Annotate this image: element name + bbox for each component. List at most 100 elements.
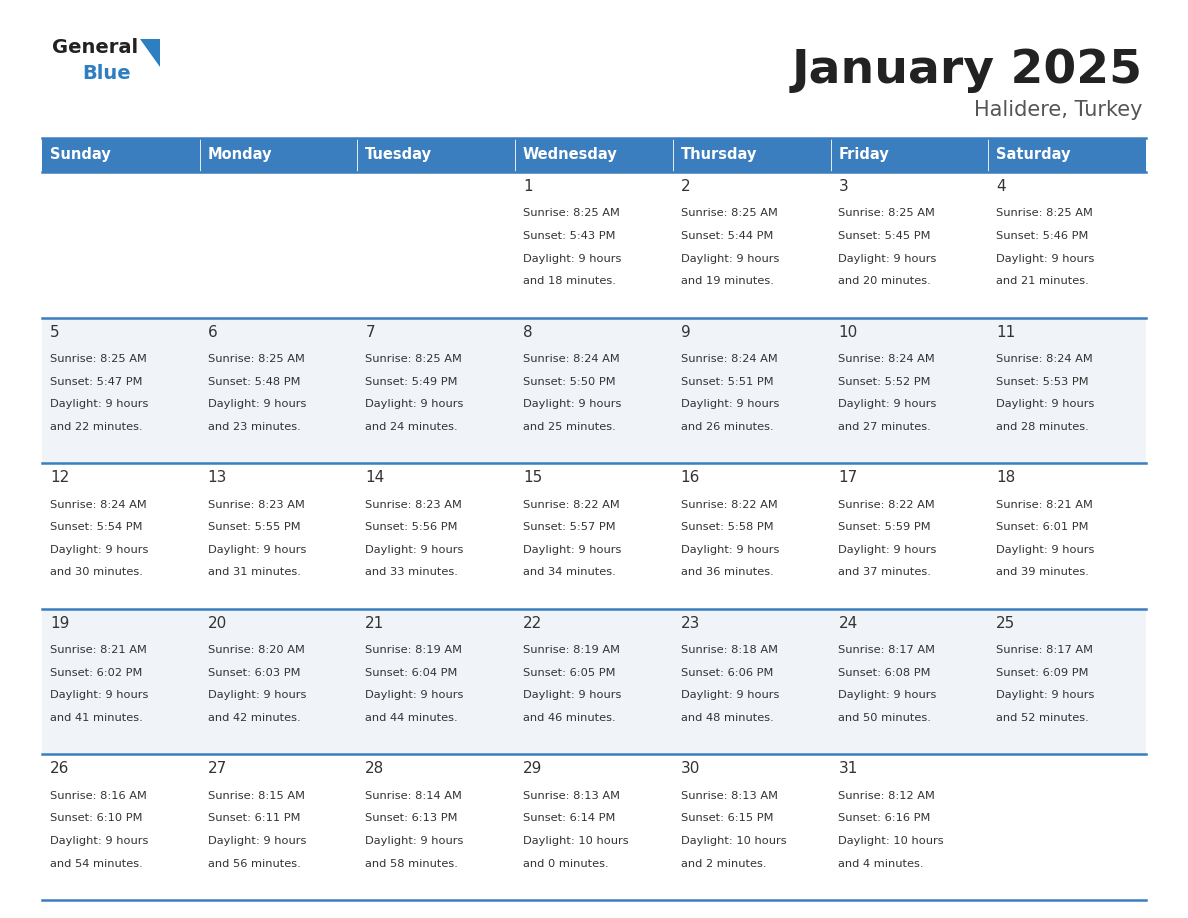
Text: Sunrise: 8:21 AM: Sunrise: 8:21 AM	[50, 645, 147, 655]
Bar	[988, 755, 1146, 900]
Text: Daylight: 9 hours: Daylight: 9 hours	[523, 399, 621, 409]
Text: Daylight: 9 hours: Daylight: 9 hours	[839, 544, 937, 554]
Text: 5: 5	[50, 325, 59, 340]
Text: Daylight: 9 hours: Daylight: 9 hours	[523, 253, 621, 263]
Text: Sunrise: 8:25 AM: Sunrise: 8:25 AM	[681, 208, 778, 218]
Bar	[200, 172, 358, 318]
Text: Sunset: 6:08 PM: Sunset: 6:08 PM	[839, 667, 931, 677]
Text: 28: 28	[366, 761, 385, 777]
Bar	[516, 318, 672, 464]
Text: Daylight: 10 hours: Daylight: 10 hours	[681, 836, 786, 845]
Text: Daylight: 9 hours: Daylight: 9 hours	[523, 544, 621, 554]
Text: Sunrise: 8:21 AM: Sunrise: 8:21 AM	[997, 499, 1093, 509]
Text: and 48 minutes.: and 48 minutes.	[681, 713, 773, 722]
Text: and 25 minutes.: and 25 minutes.	[523, 421, 615, 431]
Bar	[200, 138, 358, 172]
Bar	[516, 464, 672, 609]
Text: and 42 minutes.: and 42 minutes.	[208, 713, 301, 722]
Text: 6: 6	[208, 325, 217, 340]
Text: Daylight: 9 hours: Daylight: 9 hours	[997, 253, 1094, 263]
Text: Daylight: 9 hours: Daylight: 9 hours	[366, 690, 463, 700]
Bar	[988, 609, 1146, 755]
Text: Saturday: Saturday	[997, 148, 1070, 162]
Text: Sunset: 5:57 PM: Sunset: 5:57 PM	[523, 522, 615, 532]
Text: 7: 7	[366, 325, 375, 340]
Text: Sunrise: 8:19 AM: Sunrise: 8:19 AM	[523, 645, 620, 655]
Bar	[830, 609, 988, 755]
Text: Sunset: 6:15 PM: Sunset: 6:15 PM	[681, 813, 773, 823]
Text: Sunset: 5:59 PM: Sunset: 5:59 PM	[839, 522, 931, 532]
Text: Sunset: 5:43 PM: Sunset: 5:43 PM	[523, 231, 615, 241]
Text: Daylight: 9 hours: Daylight: 9 hours	[208, 544, 307, 554]
Text: 11: 11	[997, 325, 1016, 340]
Text: and 4 minutes.: and 4 minutes.	[839, 858, 924, 868]
Text: Daylight: 10 hours: Daylight: 10 hours	[523, 836, 628, 845]
Text: and 41 minutes.: and 41 minutes.	[50, 713, 143, 722]
Text: 2: 2	[681, 179, 690, 194]
Text: Sunset: 5:45 PM: Sunset: 5:45 PM	[839, 231, 931, 241]
Text: and 58 minutes.: and 58 minutes.	[366, 858, 459, 868]
Text: Sunrise: 8:16 AM: Sunrise: 8:16 AM	[50, 790, 147, 800]
Text: January 2025: January 2025	[792, 48, 1143, 93]
Bar	[672, 609, 830, 755]
Text: Sunset: 5:52 PM: Sunset: 5:52 PM	[839, 376, 931, 386]
Text: and 50 minutes.: and 50 minutes.	[839, 713, 931, 722]
Text: Sunset: 6:02 PM: Sunset: 6:02 PM	[50, 667, 143, 677]
Text: and 28 minutes.: and 28 minutes.	[997, 421, 1089, 431]
Bar	[516, 172, 672, 318]
Bar	[358, 755, 516, 900]
Text: Sunrise: 8:25 AM: Sunrise: 8:25 AM	[523, 208, 620, 218]
Text: Sunrise: 8:24 AM: Sunrise: 8:24 AM	[50, 499, 146, 509]
Text: Daylight: 9 hours: Daylight: 9 hours	[997, 399, 1094, 409]
Text: Sunrise: 8:25 AM: Sunrise: 8:25 AM	[839, 208, 935, 218]
Text: Daylight: 9 hours: Daylight: 9 hours	[681, 399, 779, 409]
Text: Wednesday: Wednesday	[523, 148, 618, 162]
Text: and 27 minutes.: and 27 minutes.	[839, 421, 931, 431]
Text: and 2 minutes.: and 2 minutes.	[681, 858, 766, 868]
Text: Sunset: 6:13 PM: Sunset: 6:13 PM	[366, 813, 457, 823]
Text: and 52 minutes.: and 52 minutes.	[997, 713, 1089, 722]
Text: 13: 13	[208, 470, 227, 486]
Bar	[200, 609, 358, 755]
Text: Sunrise: 8:17 AM: Sunrise: 8:17 AM	[997, 645, 1093, 655]
Bar	[200, 755, 358, 900]
Text: Tuesday: Tuesday	[366, 148, 432, 162]
Text: Daylight: 9 hours: Daylight: 9 hours	[50, 544, 148, 554]
Text: Daylight: 9 hours: Daylight: 9 hours	[997, 544, 1094, 554]
Bar	[358, 138, 516, 172]
Text: and 19 minutes.: and 19 minutes.	[681, 276, 773, 286]
Bar	[830, 318, 988, 464]
Text: Sunset: 6:01 PM: Sunset: 6:01 PM	[997, 522, 1088, 532]
Text: 24: 24	[839, 616, 858, 631]
Text: Daylight: 9 hours: Daylight: 9 hours	[839, 253, 937, 263]
Text: Daylight: 9 hours: Daylight: 9 hours	[366, 836, 463, 845]
Bar	[200, 318, 358, 464]
Text: Sunrise: 8:22 AM: Sunrise: 8:22 AM	[681, 499, 777, 509]
Text: 22: 22	[523, 616, 542, 631]
Text: Sunset: 6:16 PM: Sunset: 6:16 PM	[839, 813, 931, 823]
Text: Sunrise: 8:19 AM: Sunrise: 8:19 AM	[366, 645, 462, 655]
Text: and 24 minutes.: and 24 minutes.	[366, 421, 457, 431]
Text: Sunset: 5:46 PM: Sunset: 5:46 PM	[997, 231, 1088, 241]
Text: Daylight: 9 hours: Daylight: 9 hours	[997, 690, 1094, 700]
Text: Sunrise: 8:22 AM: Sunrise: 8:22 AM	[523, 499, 620, 509]
Bar	[988, 138, 1146, 172]
Bar	[358, 318, 516, 464]
Bar	[358, 172, 516, 318]
Text: and 26 minutes.: and 26 minutes.	[681, 421, 773, 431]
Bar	[42, 138, 200, 172]
Text: Sunset: 6:06 PM: Sunset: 6:06 PM	[681, 667, 773, 677]
Bar	[672, 464, 830, 609]
Text: Sunset: 5:53 PM: Sunset: 5:53 PM	[997, 376, 1088, 386]
Text: and 23 minutes.: and 23 minutes.	[208, 421, 301, 431]
Text: Daylight: 9 hours: Daylight: 9 hours	[839, 399, 937, 409]
Text: Sunset: 6:05 PM: Sunset: 6:05 PM	[523, 667, 615, 677]
Text: and 22 minutes.: and 22 minutes.	[50, 421, 143, 431]
Text: and 54 minutes.: and 54 minutes.	[50, 858, 143, 868]
Text: Sunrise: 8:24 AM: Sunrise: 8:24 AM	[681, 354, 777, 364]
Text: Sunset: 5:49 PM: Sunset: 5:49 PM	[366, 376, 457, 386]
Bar	[42, 172, 200, 318]
Text: Daylight: 9 hours: Daylight: 9 hours	[50, 836, 148, 845]
Text: Daylight: 9 hours: Daylight: 9 hours	[523, 690, 621, 700]
Text: 1: 1	[523, 179, 532, 194]
